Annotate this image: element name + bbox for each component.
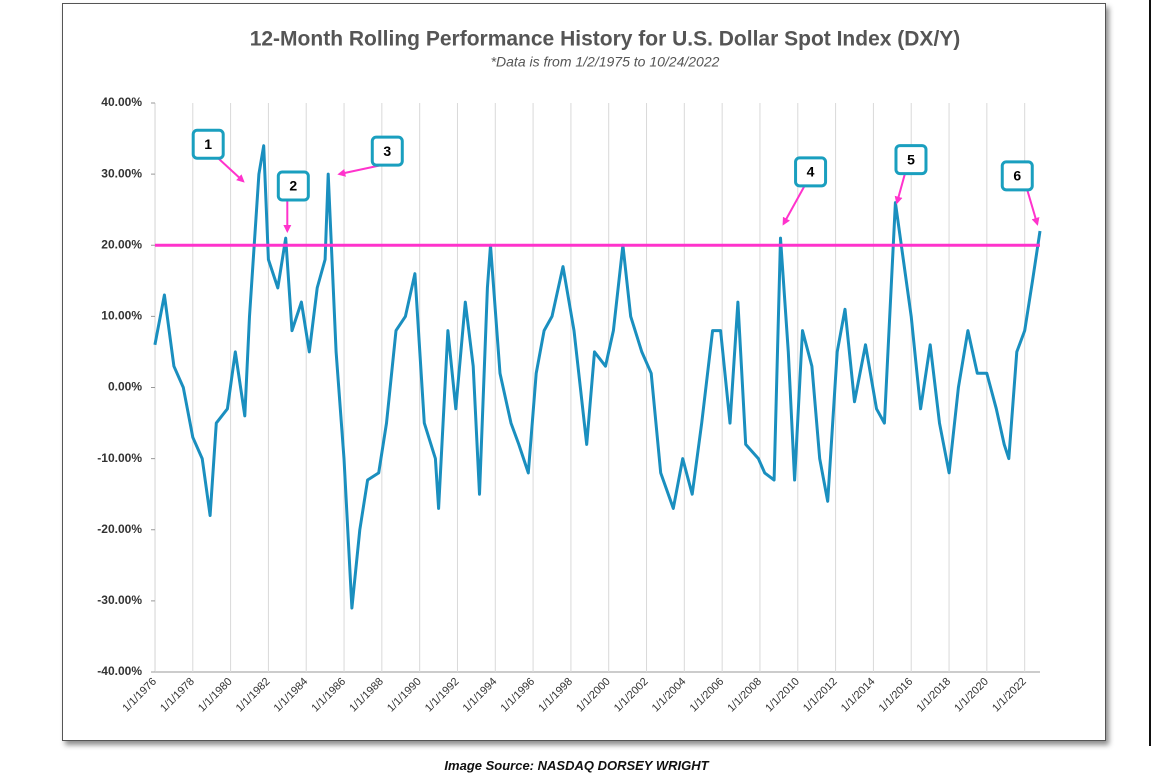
callout-box — [370, 135, 404, 167]
x-tick-label: 1/1/2014 — [839, 676, 878, 715]
y-tick-label: 20.00% — [101, 237, 142, 251]
page-edge — [1149, 0, 1151, 746]
callout-arrow — [1026, 189, 1040, 226]
chart-title: 12-Month Rolling Performance History for… — [250, 28, 961, 51]
x-tick-label: 1/1/1976 — [120, 676, 159, 715]
callout-arrow — [894, 173, 906, 205]
x-tick-label: 1/1/1988 — [347, 676, 386, 715]
y-tick-label: -40.00% — [97, 664, 142, 678]
callout-label: 2 — [289, 178, 297, 194]
chart: 12-Month Rolling Performance History for… — [97, 28, 1042, 715]
callout-box — [276, 170, 310, 202]
x-tick-label: 1/1/2018 — [914, 676, 953, 715]
y-tick-label: 0.00% — [108, 380, 142, 394]
callout-label: 4 — [807, 164, 815, 180]
x-tick-label: 1/1/2020 — [952, 676, 991, 715]
x-tick-label: 1/1/1992 — [423, 676, 462, 715]
x-tick-label: 1/1/2006 — [688, 676, 727, 715]
data-line — [153, 144, 1042, 610]
x-tick-label: 1/1/2008 — [725, 676, 764, 715]
callout-arrow — [782, 185, 806, 226]
y-tick-label: -10.00% — [97, 451, 142, 465]
callout-label: 3 — [383, 143, 391, 159]
y-tick-label: 40.00% — [101, 95, 142, 109]
y-tick-label: 10.00% — [101, 309, 142, 323]
x-tick-label: 1/1/1990 — [385, 676, 424, 715]
y-tick-label: -20.00% — [97, 522, 142, 536]
y-tick-label: 30.00% — [101, 166, 142, 180]
x-tick-label: 1/1/1980 — [196, 676, 235, 715]
callout-box — [894, 144, 928, 176]
callout-box — [794, 156, 828, 188]
x-tick-label: 1/1/1978 — [158, 676, 197, 715]
callout-label: 1 — [204, 136, 212, 152]
callout-label: 6 — [1013, 168, 1021, 184]
callout-label: 5 — [907, 151, 915, 167]
x-tick-label: 1/1/2002 — [612, 676, 651, 715]
x-tick-label: 1/1/2012 — [801, 676, 840, 715]
x-tick-label: 1/1/1996 — [498, 676, 537, 715]
callout-arrow — [217, 157, 245, 183]
x-tick-label: 1/1/1994 — [461, 676, 500, 715]
chart-subtitle: *Data is from 1/2/1975 to 10/24/2022 — [491, 54, 720, 70]
callout-arrow — [337, 164, 382, 177]
image-caption: Image Source: NASDAQ DORSEY WRIGHT — [444, 758, 709, 773]
x-tick-label: 1/1/1982 — [234, 676, 273, 715]
callout-box — [1000, 160, 1034, 192]
x-tick-label: 1/1/2000 — [574, 676, 613, 715]
x-tick-label: 1/1/1998 — [536, 676, 575, 715]
y-tick-label: -30.00% — [97, 593, 142, 607]
callout-box — [191, 128, 225, 160]
x-tick-label: 1/1/1984 — [272, 676, 311, 715]
x-tick-label: 1/1/1986 — [309, 676, 348, 715]
x-tick-label: 1/1/2022 — [990, 676, 1029, 715]
x-tick-label: 1/1/2016 — [877, 676, 916, 715]
x-tick-label: 1/1/2004 — [650, 676, 689, 715]
x-tick-label: 1/1/2010 — [763, 676, 802, 715]
